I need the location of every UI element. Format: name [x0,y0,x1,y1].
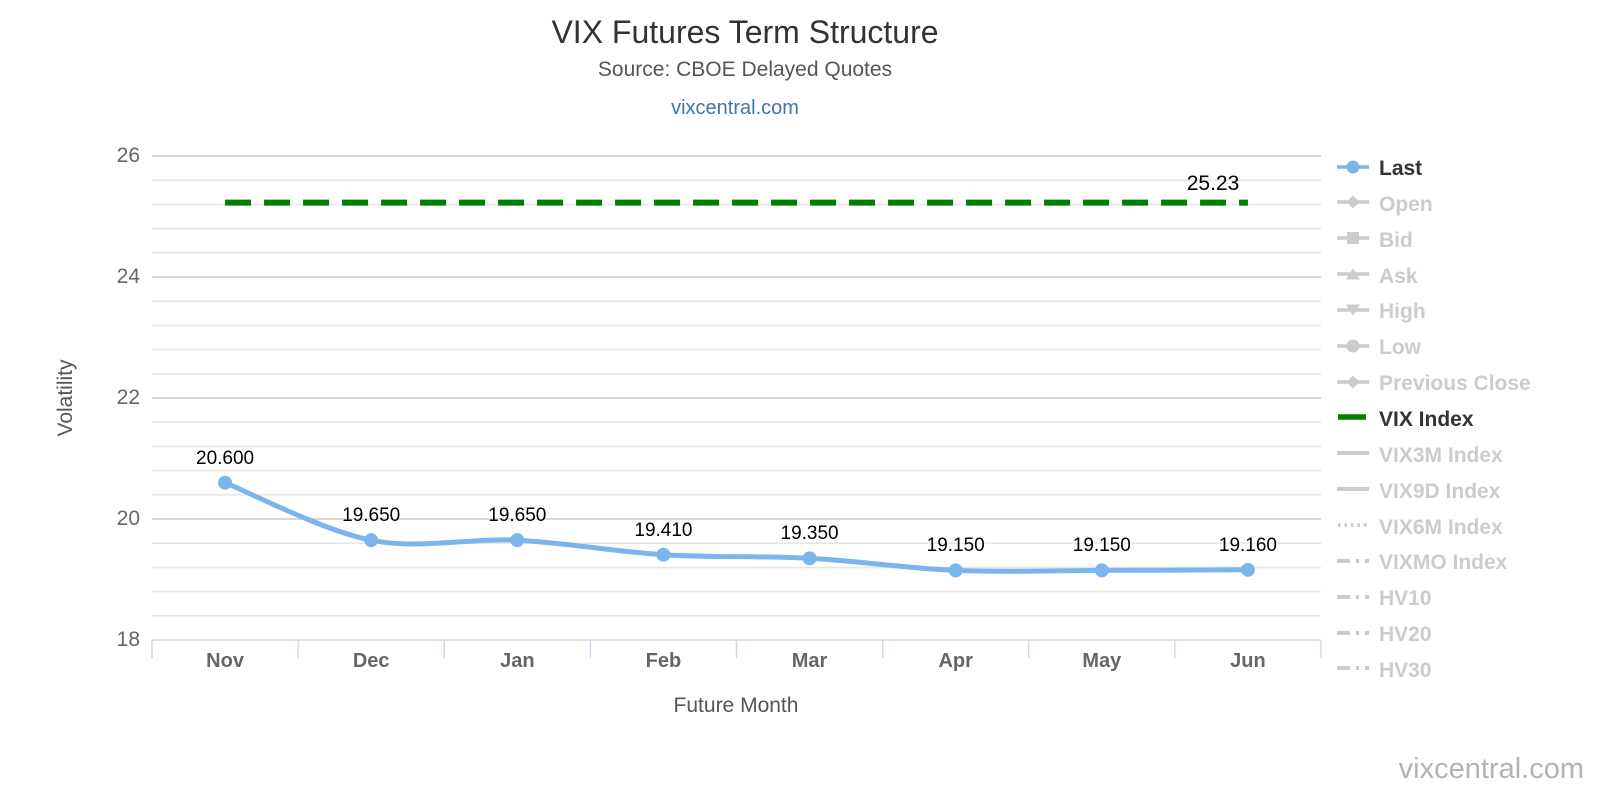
y-axis-label: 18 [116,628,140,651]
legend-label: High [1379,300,1426,324]
legend-item-vix-index[interactable]: VIX Index [1336,402,1474,438]
last-series-point-nov[interactable] [218,475,233,490]
x-axis-label-mar: Mar [791,650,828,672]
data-label-may: 19.150 [1072,535,1131,557]
x-axis-label-may: May [1082,650,1122,672]
triangle-down-legend-marker-icon [1336,302,1370,323]
watermark: vixcentral.com [1398,753,1584,785]
legend-item-high[interactable]: High [1336,294,1426,330]
legend-item-hv10[interactable]: HV10 [1336,581,1432,617]
diamond-legend-marker-icon [1336,194,1370,215]
legend-item-hv30[interactable]: HV30 [1336,653,1432,689]
last-series-line[interactable] [222,480,1251,574]
legend-label: VIX6M Index [1379,515,1503,539]
legend-label: VIX3M Index [1379,443,1503,467]
dash-legend-marker-icon [1336,409,1370,430]
legend-item-vixmo-index[interactable]: VIXMO Index [1336,545,1507,581]
legend-item-low[interactable]: Low [1336,330,1421,366]
square-legend-marker-icon [1336,230,1370,251]
legend-item-last[interactable]: Last [1336,151,1422,187]
x-axis-label-feb: Feb [645,650,682,672]
x-axis-label-jan: Jan [500,650,535,672]
dash-dot-legend-marker-icon [1336,660,1370,681]
last-series-point-jun[interactable] [1240,562,1255,577]
legend-item-vix6m-index[interactable]: VIX6M Index [1336,510,1503,546]
dash-dot-legend-marker-icon [1336,553,1370,574]
legend-label: Last [1379,157,1423,180]
vix-index-value-label: 25.23 [1186,171,1240,195]
legend-item-hv20[interactable]: HV20 [1336,617,1432,653]
last-series-point-may[interactable] [1094,563,1109,578]
last-series-point-jan[interactable] [510,533,525,548]
legend-label: Previous Close [1379,372,1531,396]
circle-legend-marker-icon [1336,338,1370,359]
dotted-legend-marker-icon [1336,517,1370,538]
line-legend-marker-icon [1336,481,1370,502]
legend-label: VIXMO Index [1379,551,1508,575]
circle-legend-marker-icon [1336,159,1370,180]
y-axis-label: 24 [116,265,140,288]
x-axis-title: Future Month [673,694,799,717]
y-axis-label: 22 [116,386,140,409]
legend-label: HV30 [1379,658,1432,682]
legend-item-open[interactable]: Open [1336,187,1433,223]
legend-item-vix9d-index[interactable]: VIX9D Index [1336,474,1500,510]
data-label-apr: 19.150 [926,535,985,557]
page-title: VIX Futures Term Structure [551,14,939,50]
data-label-jun: 19.160 [1218,534,1277,556]
legend-label: Bid [1379,228,1413,252]
triangle-up-legend-marker-icon [1336,266,1370,287]
legend-label: Open [1379,192,1433,216]
last-series-point-feb[interactable] [656,547,671,562]
legend-label: VIX Index [1379,407,1474,431]
x-axis-label-apr: Apr [938,650,973,672]
dash-dot-legend-marker-icon [1336,625,1370,646]
legend-item-ask[interactable]: Ask [1336,259,1418,295]
last-series-point-apr[interactable] [948,563,963,578]
legend-item-bid[interactable]: Bid [1336,223,1413,259]
data-label-feb: 19.410 [634,519,693,541]
last-series-point-dec[interactable] [364,533,379,548]
data-label-mar: 19.350 [780,523,839,545]
legend-label: Low [1379,336,1421,360]
x-axis-label-dec: Dec [352,650,390,672]
y-axis-label: 26 [116,144,140,167]
legend-label: HV10 [1379,587,1432,611]
last-series-point-mar[interactable] [802,551,817,566]
legend-label: Ask [1379,264,1418,288]
legend-label: HV20 [1379,623,1432,647]
x-axis-label-jun: Jun [1230,650,1266,672]
line-legend-marker-icon [1336,445,1370,466]
data-label-nov: 20.600 [196,447,255,469]
diamond-legend-marker-icon [1336,374,1370,395]
legend-label: VIX9D Index [1379,479,1501,503]
x-axis-label-nov: Nov [206,650,244,672]
dash-dot-legend-marker-icon [1336,589,1370,610]
vixcentral-link[interactable]: vixcentral.com [671,97,799,119]
legend-item-vix3m-index[interactable]: VIX3M Index [1336,438,1503,474]
data-label-dec: 19.650 [342,505,401,527]
legend-item-previous-close[interactable]: Previous Close [1336,366,1531,402]
y-axis-title: Volatility [54,359,77,437]
chart-subtitle: Source: CBOE Delayed Quotes [597,58,893,81]
y-axis-label: 20 [116,507,140,530]
data-label-jan: 19.650 [488,505,547,527]
